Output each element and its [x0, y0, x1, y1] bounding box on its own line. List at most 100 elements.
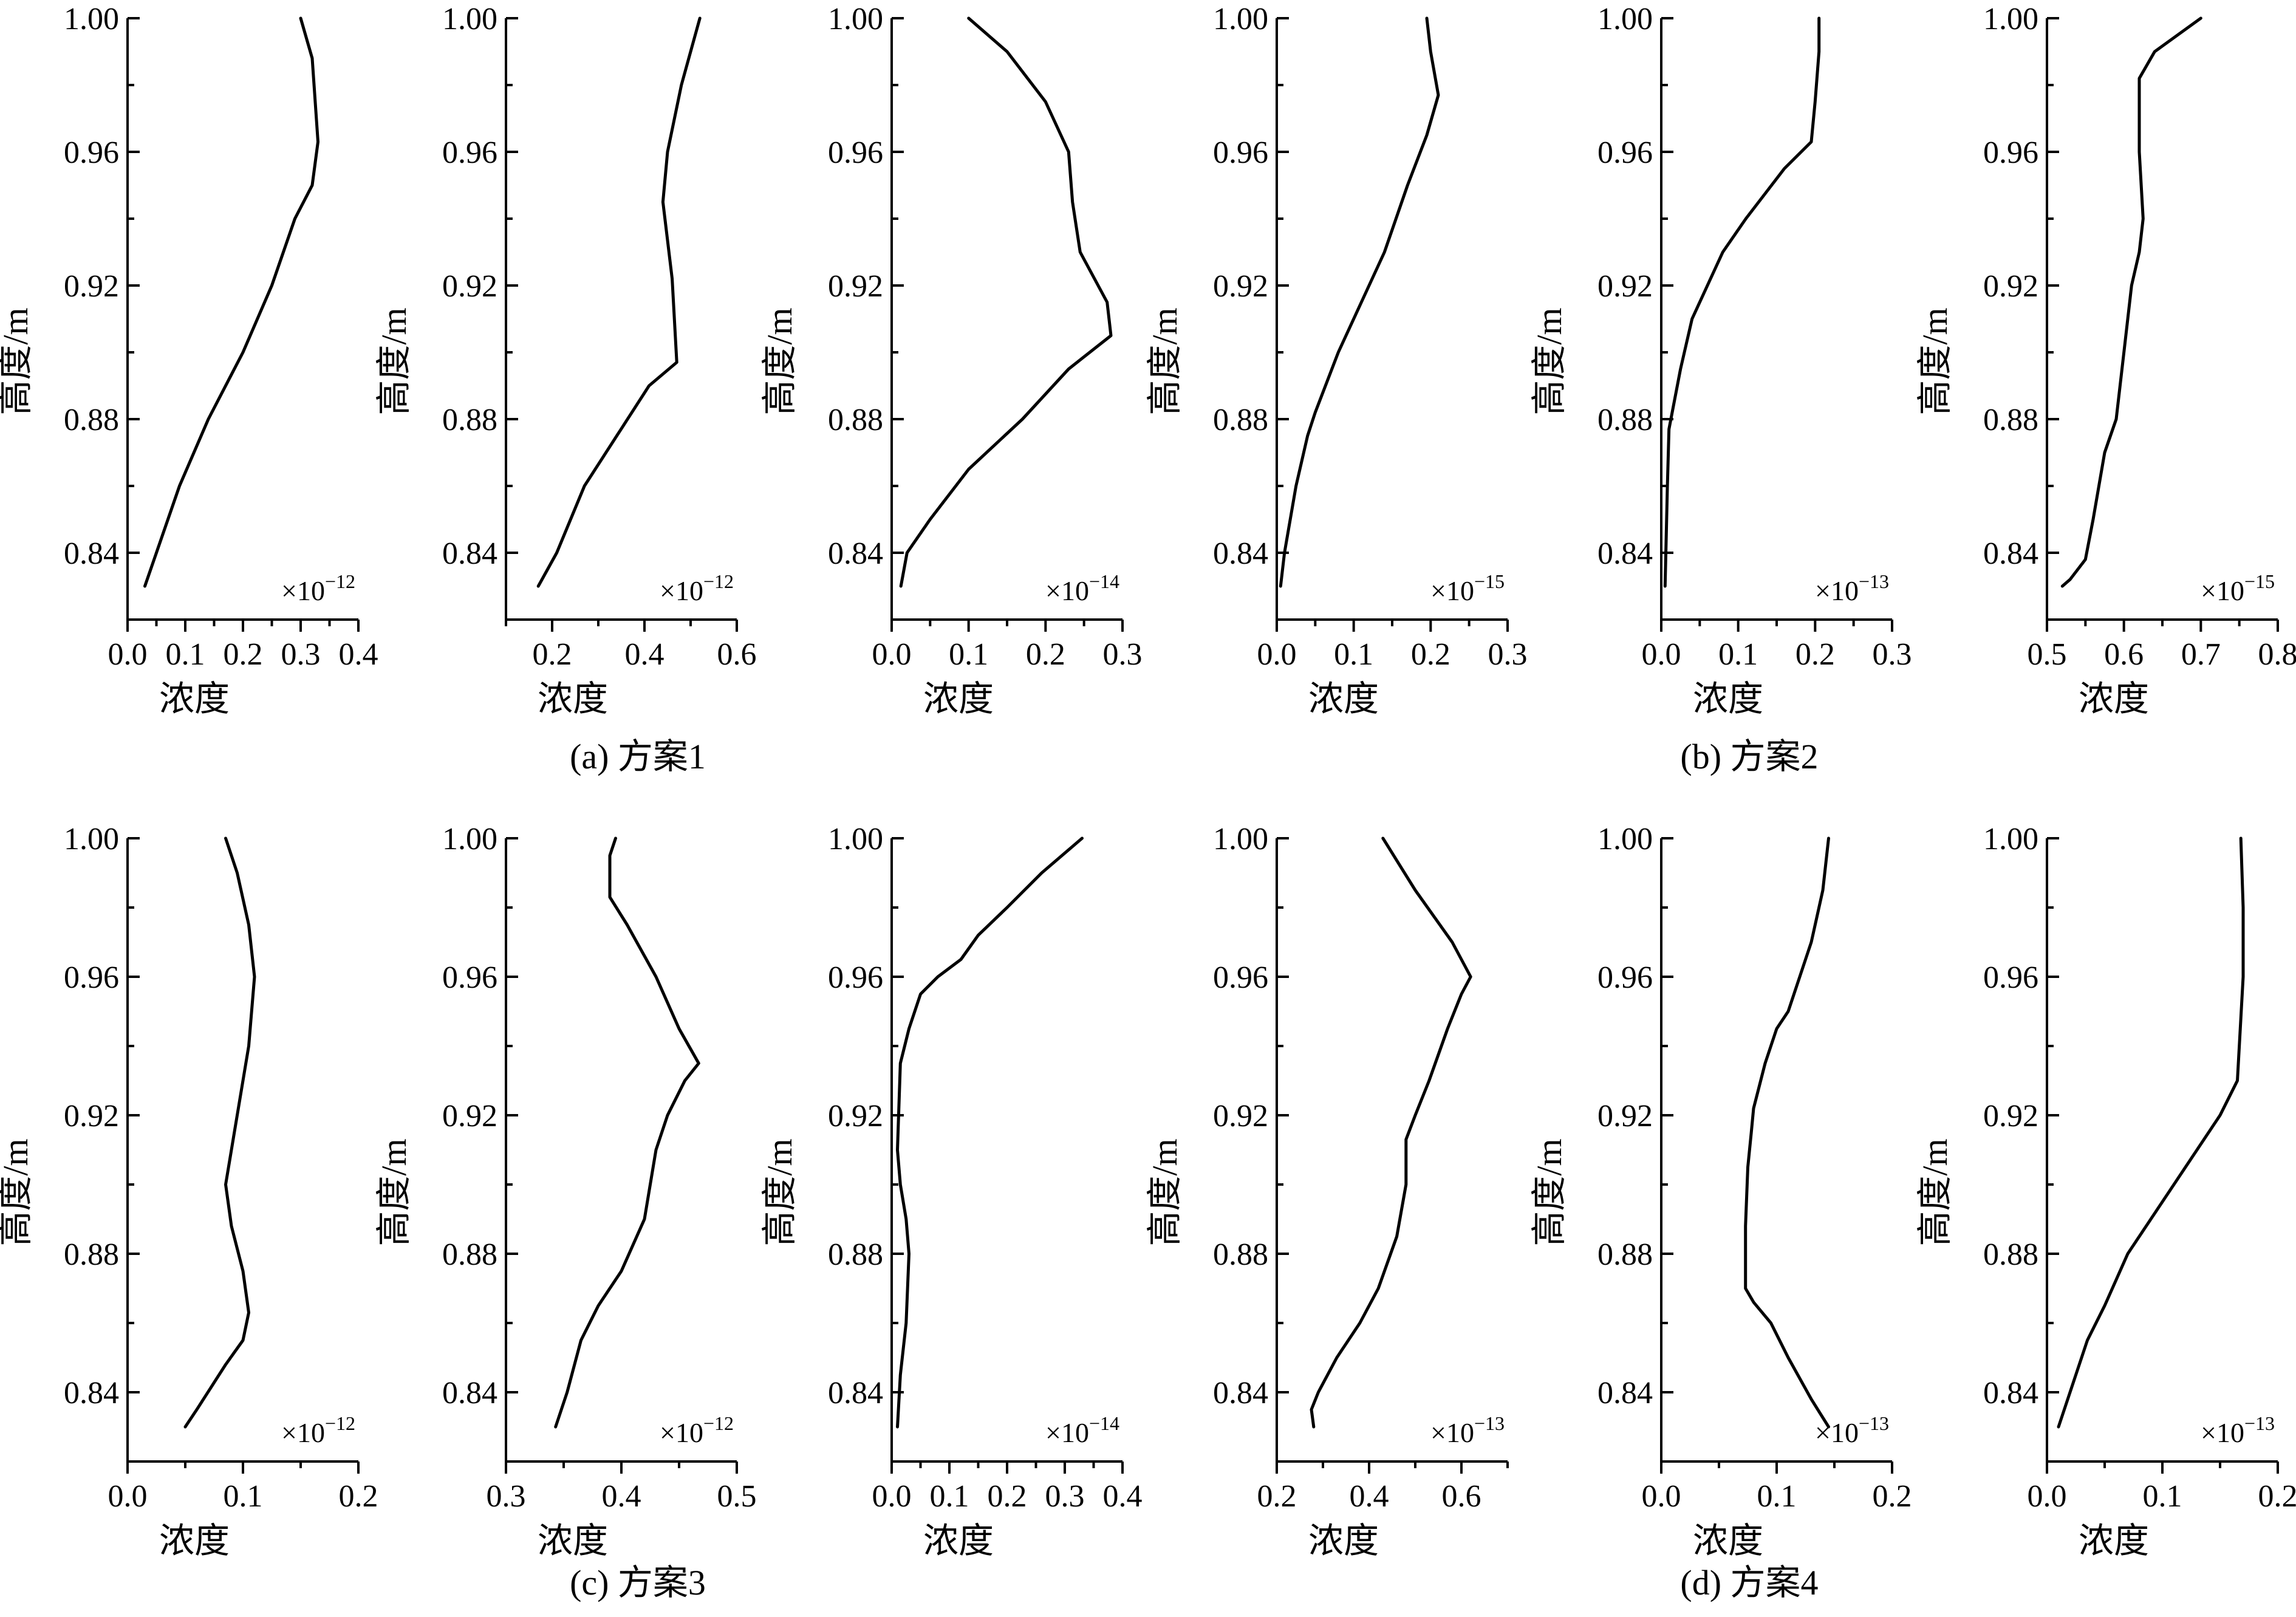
x-tick-label: 0.1	[930, 1479, 969, 1514]
x-axis-title: 浓度	[923, 679, 994, 719]
x-tick-label: 0.1	[224, 1479, 263, 1514]
y-axis-title: 高度/m	[1529, 307, 1569, 415]
y-tick-label: 0.96	[1597, 960, 1653, 995]
multiplier-label: ×10−14	[1045, 570, 1119, 606]
caption-c: (c) 方案3	[570, 1563, 706, 1602]
y-axis-title: 高度/m	[1145, 1138, 1184, 1246]
y-tick-label: 0.92	[828, 1099, 883, 1133]
y-tick-label: 0.84	[1597, 536, 1653, 571]
x-tick-label: 0.5	[717, 1479, 757, 1514]
y-tick-label: 0.88	[64, 403, 119, 437]
y-tick-label: 0.96	[1213, 135, 1268, 170]
x-tick-label: 0.2	[1873, 1479, 1912, 1514]
multiplier-exponent: −14	[1089, 570, 1119, 592]
y-axis-title: 高度/m	[0, 1138, 35, 1246]
x-tick-label: 0.0	[1642, 1479, 1681, 1514]
y-tick-label: 0.96	[1983, 960, 2038, 995]
series-line	[1279, 16, 1440, 588]
chart-panel-10: 0.84 0.88 0.92 0.96 1.00 0.2 0.4 0.6 浓度 高度/m ×10−1…	[1145, 822, 1509, 1561]
y-tick-label: 0.92	[1597, 269, 1653, 304]
chart-panel-2: 0.84 0.88 0.92 0.96 1.00 0.2 0.4 0.6 浓度 高度/m ×10−1…	[374, 2, 757, 719]
y-tick-label: 1.00	[828, 822, 883, 856]
y-tick-label: 0.92	[1213, 269, 1268, 304]
y-tick-label: 0.84	[828, 536, 883, 571]
y-tick-label: 0.96	[828, 135, 883, 170]
x-axis-title: 浓度	[923, 1521, 994, 1561]
series-line	[2057, 836, 2245, 1429]
x-tick-label: 0.0	[1642, 637, 1681, 672]
x-tick-label: 0.2	[1411, 637, 1450, 672]
multiplier-label: ×10−12	[660, 1412, 734, 1448]
y-axis-title: 高度/m	[760, 1138, 799, 1246]
y-tick-label: 0.88	[1213, 403, 1268, 437]
x-tick-label: 0.1	[166, 637, 205, 672]
multiplier-exponent: −13	[1859, 570, 1889, 592]
series-line	[896, 836, 1084, 1429]
chart-panel-7: 0.84 0.88 0.92 0.96 1.00 0.0 0.1 0.2 浓度 高度/m ×10−1…	[0, 822, 378, 1561]
y-tick-label: 1.00	[1597, 822, 1653, 856]
x-tick-label: 0.6	[2104, 637, 2144, 672]
y-axis-title: 高度/m	[1915, 1138, 1955, 1246]
y-tick-label: 0.84	[1597, 1376, 1653, 1410]
multiplier-exponent: −12	[703, 1412, 734, 1434]
x-tick-label: 0.3	[1103, 637, 1143, 672]
series-line	[1744, 836, 1830, 1429]
x-axis-title: 浓度	[538, 1521, 608, 1561]
chart-panel-9: 0.84 0.88 0.92 0.96 1.00 0.0 0.1 0.2 0.3 0.4 浓度 高度/…	[760, 822, 1143, 1561]
x-tick-label: 0.3	[1488, 637, 1528, 672]
y-tick-label: 0.84	[64, 536, 119, 571]
y-tick-label: 0.84	[1983, 536, 2038, 571]
y-tick-label: 0.96	[442, 135, 497, 170]
multiplier-label: ×10−14	[1045, 1412, 1119, 1448]
x-tick-label: 0.1	[949, 637, 988, 672]
y-tick-label: 0.96	[64, 960, 119, 995]
y-tick-label: 0.92	[1983, 1099, 2038, 1133]
x-axis-title: 浓度	[1308, 1521, 1379, 1561]
y-tick-label: 0.88	[1983, 1237, 2038, 1272]
y-tick-label: 0.88	[828, 1237, 883, 1272]
multiplier-label: ×10−15	[1430, 570, 1505, 606]
y-tick-label: 0.84	[828, 1376, 883, 1410]
x-tick-label: 0.0	[2028, 1479, 2067, 1514]
multiplier-exponent: −12	[325, 1412, 355, 1434]
x-tick-label: 0.4	[1350, 1479, 1389, 1514]
chart-panel-6: 0.84 0.88 0.92 0.96 1.00 0.5 0.6 0.7 0.8 浓度 高度/m ×1…	[1915, 2, 2296, 719]
multiplier-exponent: −13	[1474, 1412, 1505, 1434]
y-tick-label: 0.88	[828, 403, 883, 437]
x-axis-title: 浓度	[159, 1521, 230, 1561]
series-line	[536, 16, 702, 588]
series-line	[2060, 16, 2202, 588]
y-tick-label: 0.84	[1213, 1376, 1268, 1410]
y-tick-label: 0.88	[1213, 1237, 1268, 1272]
chart-panel-12: 0.84 0.88 0.92 0.96 1.00 0.0 0.1 0.2 浓度 高度/m ×10−1…	[1915, 822, 2296, 1561]
x-axis-title: 浓度	[538, 679, 608, 719]
y-tick-label: 1.00	[1597, 2, 1653, 36]
x-tick-label: 0.2	[1026, 637, 1065, 672]
chart-panel-4: 0.84 0.88 0.92 0.96 1.00 0.0 0.1 0.2 0.3 浓度 高度/m ×1…	[1145, 2, 1528, 719]
x-axis-title: 浓度	[2079, 679, 2149, 719]
caption-b: (b) 方案2	[1680, 737, 1818, 776]
y-tick-label: 0.84	[1213, 536, 1268, 571]
multiplier-label: ×10−12	[281, 570, 355, 606]
multiplier-exponent: −15	[1474, 570, 1505, 592]
x-tick-label: 0.0	[1257, 637, 1297, 672]
y-tick-label: 0.96	[1597, 135, 1653, 170]
y-tick-label: 0.88	[442, 403, 497, 437]
y-tick-label: 0.96	[64, 135, 119, 170]
multiplier-label: ×10−13	[1815, 570, 1889, 606]
y-tick-label: 1.00	[1983, 822, 2038, 856]
y-axis-title: 高度/m	[0, 307, 35, 415]
x-tick-label: 0.1	[2143, 1479, 2182, 1514]
y-axis-title: 高度/m	[1915, 307, 1955, 415]
series-line	[1663, 16, 1821, 588]
chart-panel-1: 0.84 0.88 0.92 0.96 1.00 0.0 0.1 0.2 0.3 0.4 浓度 高度/…	[0, 2, 378, 719]
y-tick-label: 0.84	[442, 536, 497, 571]
x-tick-label: 0.7	[2181, 637, 2221, 672]
y-tick-label: 1.00	[64, 2, 119, 36]
x-tick-label: 0.6	[717, 637, 757, 672]
panels: 0.840.880.920.961.000.0 0.1 0.2 0.3 0.4浓度高度/…	[0, 2, 2296, 1561]
multiplier-exponent: −14	[1089, 1412, 1119, 1434]
y-axis-title: 高度/m	[760, 307, 799, 415]
y-tick-label: 1.00	[1213, 2, 1268, 36]
